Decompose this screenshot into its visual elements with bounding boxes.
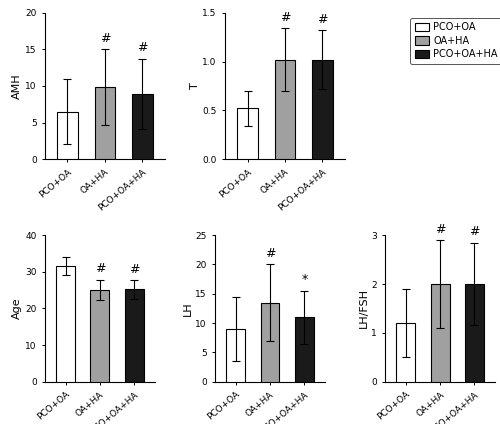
Y-axis label: Age: Age xyxy=(12,298,22,319)
Y-axis label: LH/FSH: LH/FSH xyxy=(358,288,368,329)
Bar xyxy=(295,317,314,382)
Bar xyxy=(274,59,295,159)
Bar xyxy=(465,284,484,382)
Bar xyxy=(312,59,332,159)
Y-axis label: T: T xyxy=(190,83,200,89)
Text: #: # xyxy=(94,262,105,276)
Bar xyxy=(94,87,115,159)
Y-axis label: AMH: AMH xyxy=(12,73,22,99)
Bar xyxy=(238,109,258,159)
Legend: PCO+OA, OA+HA, PCO+OA+HA: PCO+OA, OA+HA, PCO+OA+HA xyxy=(410,17,500,64)
Bar xyxy=(260,303,280,382)
Bar xyxy=(57,112,78,159)
Text: #: # xyxy=(317,13,328,26)
Text: #: # xyxy=(137,42,147,54)
Text: #: # xyxy=(469,225,480,238)
Text: #: # xyxy=(435,223,446,236)
Bar xyxy=(56,266,75,382)
Bar xyxy=(430,284,450,382)
Text: *: * xyxy=(301,273,308,287)
Text: #: # xyxy=(100,32,110,45)
Bar xyxy=(124,290,144,382)
Bar xyxy=(132,94,152,159)
Text: #: # xyxy=(280,11,290,24)
Bar xyxy=(90,290,110,382)
Text: #: # xyxy=(129,263,140,276)
Text: #: # xyxy=(265,247,276,260)
Bar xyxy=(396,323,415,382)
Y-axis label: LH: LH xyxy=(182,301,192,316)
Bar xyxy=(226,329,245,382)
